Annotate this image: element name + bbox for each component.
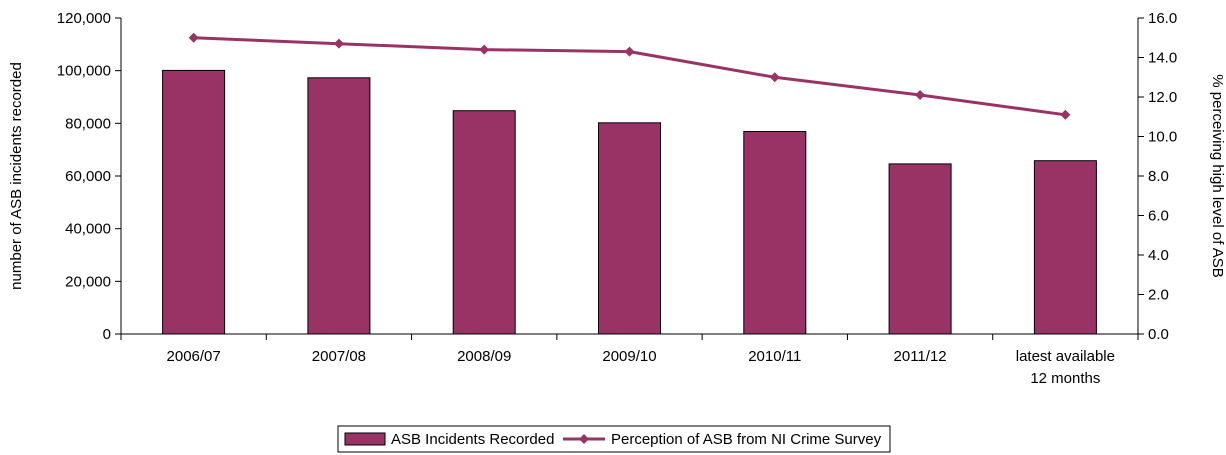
y2-tick-label: 8.0 [1148,168,1169,185]
bar [307,77,371,335]
bar [1033,160,1097,335]
y-axis-title: number of ASB incidents recorded [8,62,25,290]
line-point [915,90,926,101]
legend-line-marker [579,434,589,444]
bar [598,122,661,335]
legend-line-label: Perception of ASB from NI Crime Survey [611,431,882,448]
x-tick-label: 2006/07 [167,348,221,365]
bar [888,163,952,335]
legend-bar-swatch [344,432,386,446]
y2-tick-label: 2.0 [1148,287,1169,304]
line-point [1060,109,1071,120]
line-point [188,32,199,43]
axes-layer: 0 20,000 40,000 60,000 80,000 100,000 120,000 0… [57,10,1177,387]
y2-tick-label: 0.0 [1148,326,1169,343]
line-point [333,38,344,49]
y-tick-label: 100,000 [57,63,111,80]
x-tick-label: 2010/11 [748,348,801,365]
bar [743,131,807,335]
y-tick-label: 80,000 [65,115,111,132]
y-tick-label: 60,000 [65,168,111,185]
line-layer [188,32,1071,120]
y2-tick-label: 6.0 [1148,208,1169,225]
line-point [769,72,780,83]
bar [452,110,516,335]
line-point [479,44,490,55]
x-tick-label: 2009/10 [602,348,656,365]
y-tick-label: 0 [103,326,111,343]
bars-layer [162,69,1097,335]
x-tick-label: latest available [1016,348,1115,365]
y-tick-label: 40,000 [65,221,111,238]
y2-axis-title: % perceiving high level of ASB [1209,74,1226,277]
y-tick-label: 120,000 [57,10,111,27]
x-tick-label: 2008/09 [457,348,511,365]
legend-box [337,425,891,453]
x-tick-label: 2007/08 [312,348,366,365]
y-tick-label: 20,000 [65,273,111,290]
legend-bar-label: ASB Incidents Recorded [391,431,554,448]
line-point [624,46,635,57]
x-tick-label: 12 months [1030,370,1100,387]
y2-tick-label: 12.0 [1148,89,1177,106]
y2-tick-label: 10.0 [1148,129,1177,146]
y2-tick-label: 4.0 [1148,247,1169,264]
bar [162,69,226,335]
legend: ASB Incidents Recorded Perception of ASB… [337,425,891,453]
y2-tick-label: 16.0 [1148,10,1177,27]
x-tick-label: 2011/12 [894,348,947,365]
y2-tick-label: 14.0 [1148,50,1177,67]
